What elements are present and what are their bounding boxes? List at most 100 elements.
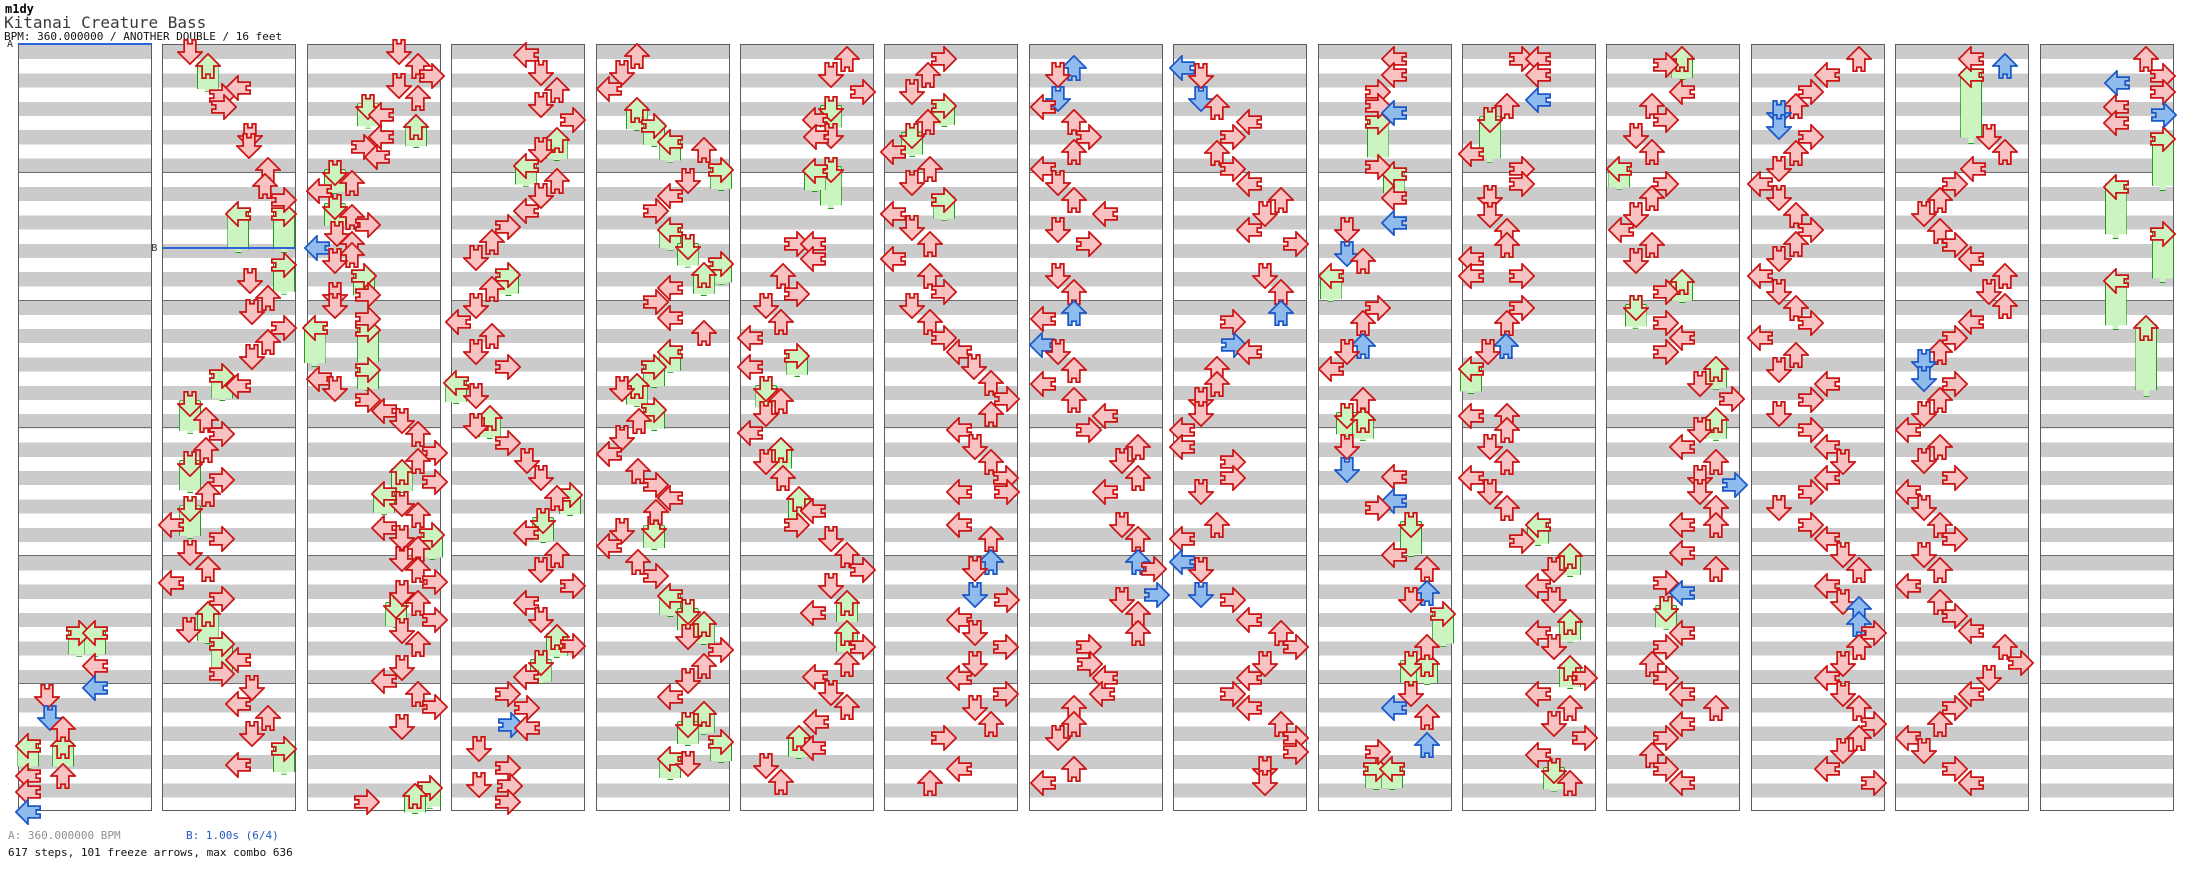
freeze-arrow-up-icon bbox=[1555, 542, 1585, 570]
arrow-left-icon bbox=[1746, 323, 1773, 352]
freeze-arrow-down-icon bbox=[673, 712, 702, 739]
arrow-left-icon bbox=[1168, 547, 1196, 577]
arrow-down-icon bbox=[1475, 202, 1505, 229]
arrow-right-icon bbox=[495, 212, 522, 241]
arrow-down-icon bbox=[1332, 338, 1361, 366]
arrow-down-icon bbox=[462, 338, 491, 366]
arrow-up-icon bbox=[1267, 300, 1296, 327]
arrow-left-icon bbox=[512, 588, 539, 618]
arrow-down-icon bbox=[387, 580, 416, 607]
arrow-left-icon bbox=[1746, 262, 1773, 291]
freeze-arrow-up-icon bbox=[1555, 608, 1585, 635]
arrow-down-icon bbox=[897, 169, 927, 197]
arrow-left-icon bbox=[1380, 208, 1407, 237]
arrow-right-icon bbox=[1860, 709, 1888, 738]
freeze-arrow-left-icon bbox=[656, 581, 684, 611]
arrow-right-icon bbox=[2007, 648, 2035, 677]
arrow-right-icon bbox=[1508, 262, 1536, 291]
arrow-left-icon bbox=[945, 510, 973, 540]
arrow-up-icon bbox=[1637, 92, 1666, 120]
arrow-left-icon bbox=[945, 754, 973, 784]
arrow-right-icon bbox=[1508, 44, 1536, 74]
arrow-left-icon bbox=[364, 142, 391, 172]
arrow-left-icon bbox=[1235, 169, 1263, 199]
arrow-right-icon bbox=[1719, 384, 1746, 413]
freeze-arrow-left-icon bbox=[1378, 754, 1406, 784]
arrow-right-icon bbox=[849, 632, 877, 662]
arrow-right-icon bbox=[1797, 215, 1825, 244]
arrow-down-icon bbox=[526, 465, 555, 492]
arrow-up-icon bbox=[1492, 494, 1522, 521]
arrow-up-icon bbox=[1202, 371, 1232, 398]
measure-line bbox=[1463, 683, 1595, 684]
arrow-up-icon bbox=[1491, 332, 1521, 360]
arrow-left-icon bbox=[737, 418, 764, 447]
arrow-right-icon bbox=[422, 605, 449, 635]
freeze-arrow-left-icon bbox=[656, 127, 684, 156]
arrow-down-icon bbox=[387, 490, 416, 518]
arrow-down-icon bbox=[237, 675, 267, 702]
arrow-right-icon bbox=[1797, 478, 1825, 507]
freeze-arrow-up-icon bbox=[1668, 268, 1697, 296]
measure-line bbox=[2040, 171, 2173, 173]
arrow-down-icon bbox=[1043, 263, 1073, 290]
measure-line bbox=[1174, 427, 1307, 429]
arrow-up-icon bbox=[1701, 511, 1731, 538]
arrow-down-icon bbox=[1251, 263, 1280, 290]
freeze-arrow-down-icon bbox=[1396, 511, 1426, 539]
arrow-down-icon bbox=[960, 619, 990, 647]
arrow-up-icon bbox=[1637, 650, 1666, 678]
arrow-left-icon bbox=[370, 666, 398, 696]
measure-line bbox=[741, 299, 873, 301]
arrow-left-icon bbox=[1524, 618, 1552, 648]
arrow-up-icon bbox=[337, 169, 367, 196]
bpm-difficulty-line: BPM: 360.000000 / ANOTHER DOUBLE / 16 fe… bbox=[4, 30, 283, 43]
arrow-left-icon bbox=[370, 397, 398, 426]
freeze-arrow-down-icon bbox=[175, 496, 205, 523]
arrow-left-icon bbox=[1669, 510, 1696, 540]
arrow-down-icon bbox=[237, 298, 267, 326]
arrow-down-icon bbox=[387, 713, 416, 740]
freeze-arrow-right-icon bbox=[66, 618, 93, 648]
arrow-left-icon bbox=[1524, 679, 1552, 709]
arrow-down-icon bbox=[462, 382, 491, 410]
arrow-down-icon bbox=[1764, 155, 1793, 182]
measure-line bbox=[596, 555, 729, 557]
arrow-right-icon bbox=[1220, 679, 1247, 709]
arrow-right-icon bbox=[1364, 737, 1391, 767]
arrow-right-icon bbox=[270, 313, 298, 342]
arrow-up-icon bbox=[766, 388, 796, 415]
arrow-left-icon bbox=[1813, 754, 1840, 784]
freeze-arrow-up-icon bbox=[1668, 45, 1697, 73]
arrow-right-icon bbox=[422, 692, 449, 721]
arrow-down-icon bbox=[1764, 279, 1793, 306]
arrow-down-icon bbox=[1539, 634, 1569, 661]
arrow-up-icon bbox=[977, 710, 1006, 737]
marker-a-label: A bbox=[7, 39, 14, 50]
arrow-up-icon bbox=[250, 172, 280, 199]
arrow-up-icon bbox=[337, 203, 367, 230]
arrow-right-icon bbox=[642, 561, 669, 591]
arrow-right-icon bbox=[209, 659, 236, 689]
arrow-down-icon bbox=[607, 517, 637, 544]
arrow-left-icon bbox=[800, 496, 827, 525]
arrow-right-icon bbox=[708, 635, 735, 665]
arrow-up-icon bbox=[1990, 633, 2019, 661]
freeze-arrow-right-icon bbox=[355, 355, 382, 385]
arrow-up-icon bbox=[1348, 332, 1378, 360]
measure-line bbox=[1029, 555, 1162, 557]
measure-line bbox=[1174, 299, 1307, 301]
measure-line bbox=[1896, 299, 2029, 301]
arrow-up-icon bbox=[1926, 338, 1955, 365]
arrow-up-icon bbox=[1059, 54, 1089, 81]
arrow-up-icon bbox=[1926, 511, 1955, 538]
arrow-left-icon bbox=[737, 323, 764, 352]
arrow-right-icon bbox=[1942, 230, 1969, 260]
arrow-right-icon bbox=[355, 385, 382, 415]
freeze-arrow-down-icon bbox=[1539, 757, 1569, 784]
arrow-right-icon bbox=[209, 465, 236, 494]
freeze-arrow-up-icon bbox=[832, 619, 862, 646]
footer-bpm-a: A: 360.000000 BPM bbox=[8, 829, 121, 842]
arrow-right-icon bbox=[495, 679, 522, 709]
measure-line bbox=[1751, 683, 1884, 684]
